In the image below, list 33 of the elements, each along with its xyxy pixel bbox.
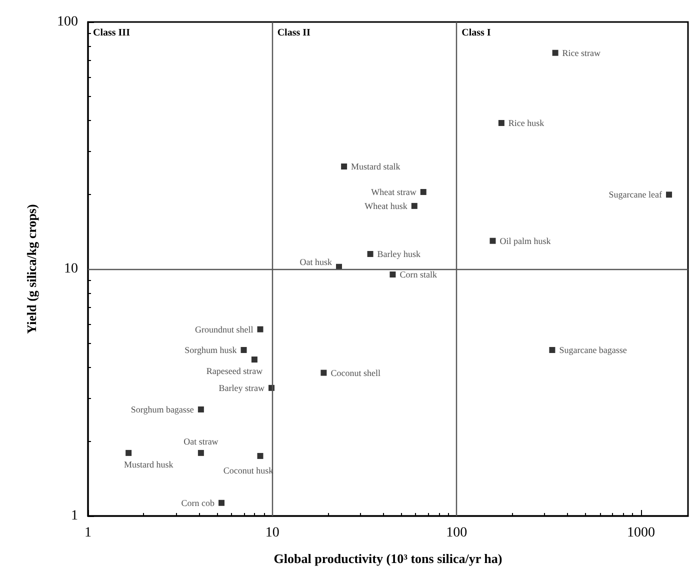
series-label: Wheat husk bbox=[364, 200, 408, 211]
series-label: Corn cob bbox=[181, 498, 215, 508]
annotation: Class III bbox=[93, 28, 130, 38]
series-label: Barley husk bbox=[377, 249, 422, 260]
x-tick-label: 1000 bbox=[626, 526, 655, 540]
annotation: Class I bbox=[462, 28, 491, 38]
x-tick-label: 100 bbox=[446, 526, 468, 540]
x-tick-label: 1 bbox=[84, 526, 92, 540]
series-label: Coconut husk bbox=[223, 465, 274, 476]
series-label: Rapeseed straw bbox=[206, 366, 264, 376]
annotation: Class II bbox=[277, 28, 310, 38]
y-axis-title: Yield (g silica/kg crops) bbox=[24, 204, 39, 334]
series-label: Barley straw bbox=[218, 382, 266, 393]
series-label: Wheat straw bbox=[371, 186, 417, 197]
series-label: Sugarcane bagasse bbox=[559, 344, 627, 355]
y-tick-label: 100 bbox=[57, 14, 78, 30]
series-label: Oat straw bbox=[184, 436, 219, 446]
series-label: Oat husk bbox=[300, 256, 332, 267]
series-label: Mustard stalk bbox=[351, 162, 401, 172]
y-tick-label: 10 bbox=[64, 262, 78, 276]
series-label: Sugarcane leaf bbox=[608, 190, 662, 200]
series-label: Sorghum husk bbox=[184, 344, 238, 355]
series-label: Corn stalk bbox=[400, 270, 438, 280]
series-label: Oil palm husk bbox=[500, 236, 552, 246]
series-label: Rice husk bbox=[508, 118, 545, 128]
series-label: Groundnut shell bbox=[194, 324, 254, 334]
series-label: Sorghum bagasse bbox=[130, 404, 194, 414]
x-axis-title: Global productivity (10³ tons silica/yr ha) bbox=[274, 551, 502, 566]
series-label: Mustard husk bbox=[124, 459, 174, 470]
x-tick-label: 10 bbox=[265, 526, 280, 540]
series-label: Rice straw bbox=[562, 48, 602, 58]
series-label: Coconut shell bbox=[330, 368, 381, 378]
y-tick-label: 1 bbox=[71, 508, 78, 524]
